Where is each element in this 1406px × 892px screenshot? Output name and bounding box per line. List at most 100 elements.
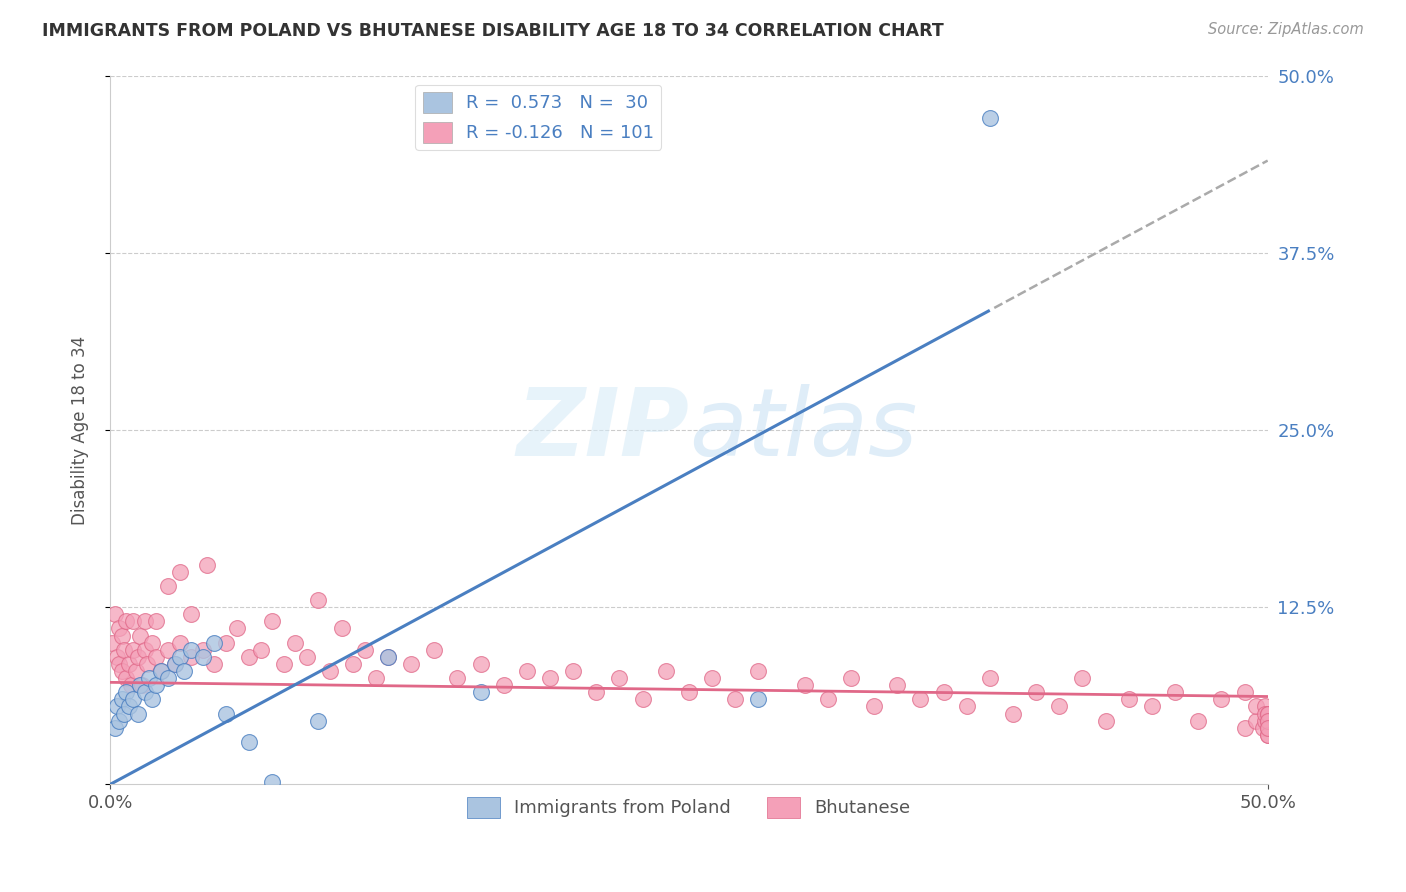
Point <box>307 593 329 607</box>
Point <box>1187 714 1209 728</box>
Point <box>1254 714 1277 728</box>
Point <box>111 692 134 706</box>
Point <box>886 678 908 692</box>
Point <box>124 664 146 678</box>
Point <box>108 714 131 728</box>
Point <box>112 706 135 721</box>
Point <box>122 615 145 629</box>
Point <box>262 615 284 629</box>
Point <box>115 615 138 629</box>
Point <box>105 649 128 664</box>
Point <box>1211 692 1233 706</box>
Point <box>1251 721 1274 735</box>
Point <box>1257 714 1279 728</box>
Point <box>169 649 191 664</box>
Point <box>163 657 186 671</box>
Point <box>138 671 160 685</box>
Point <box>191 642 214 657</box>
Point <box>747 664 769 678</box>
Point <box>238 649 260 664</box>
Point <box>446 671 468 685</box>
Point <box>470 685 492 699</box>
Point <box>863 699 886 714</box>
Point <box>700 671 723 685</box>
Point <box>423 642 446 657</box>
Point <box>115 685 138 699</box>
Text: IMMIGRANTS FROM POLAND VS BHUTANESE DISABILITY AGE 18 TO 34 CORRELATION CHART: IMMIGRANTS FROM POLAND VS BHUTANESE DISA… <box>42 22 943 40</box>
Point <box>1257 706 1279 721</box>
Point <box>127 649 149 664</box>
Point <box>1257 721 1279 735</box>
Point <box>145 649 167 664</box>
Point <box>1047 699 1070 714</box>
Point <box>112 642 135 657</box>
Point <box>215 706 238 721</box>
Point <box>134 642 156 657</box>
Point <box>631 692 654 706</box>
Point <box>1257 721 1279 735</box>
Point <box>169 565 191 579</box>
Point <box>932 685 955 699</box>
Point <box>377 649 399 664</box>
Point <box>180 607 202 622</box>
Point <box>104 607 127 622</box>
Point <box>169 635 191 649</box>
Point <box>1257 728 1279 742</box>
Point <box>1233 685 1256 699</box>
Point <box>330 622 353 636</box>
Point <box>156 642 179 657</box>
Point <box>104 721 127 735</box>
Legend: Immigrants from Poland, Bhutanese: Immigrants from Poland, Bhutanese <box>460 789 918 825</box>
Point <box>145 615 167 629</box>
Point <box>180 649 202 664</box>
Point <box>399 657 422 671</box>
Point <box>1094 714 1116 728</box>
Point <box>249 642 271 657</box>
Point <box>115 671 138 685</box>
Point <box>173 664 195 678</box>
Point <box>470 657 492 671</box>
Point <box>145 678 167 692</box>
Point <box>108 657 131 671</box>
Point <box>1164 685 1187 699</box>
Point <box>366 671 388 685</box>
Text: atlas: atlas <box>689 384 917 475</box>
Point <box>117 699 139 714</box>
Point <box>163 657 186 671</box>
Point <box>793 678 815 692</box>
Point <box>609 671 631 685</box>
Point <box>979 111 1001 125</box>
Point <box>202 657 225 671</box>
Point <box>129 629 152 643</box>
Point <box>1244 699 1267 714</box>
Point <box>585 685 607 699</box>
Point <box>284 635 307 649</box>
Point <box>238 735 260 749</box>
Point <box>127 706 149 721</box>
Text: Source: ZipAtlas.com: Source: ZipAtlas.com <box>1208 22 1364 37</box>
Point <box>134 615 156 629</box>
Point <box>319 664 342 678</box>
Point <box>122 692 145 706</box>
Point <box>134 685 156 699</box>
Point <box>295 649 318 664</box>
Point <box>141 635 163 649</box>
Point <box>724 692 747 706</box>
Point <box>156 579 179 593</box>
Point <box>215 635 238 649</box>
Point <box>747 692 769 706</box>
Text: ZIP: ZIP <box>516 384 689 476</box>
Point <box>131 678 153 692</box>
Point <box>1025 685 1047 699</box>
Point <box>492 678 515 692</box>
Point <box>117 657 139 671</box>
Point <box>150 664 173 678</box>
Point <box>111 664 134 678</box>
Point <box>1244 714 1267 728</box>
Point <box>202 635 225 649</box>
Point <box>1257 714 1279 728</box>
Point <box>1118 692 1140 706</box>
Point <box>956 699 979 714</box>
Point <box>108 622 131 636</box>
Point <box>1001 706 1024 721</box>
